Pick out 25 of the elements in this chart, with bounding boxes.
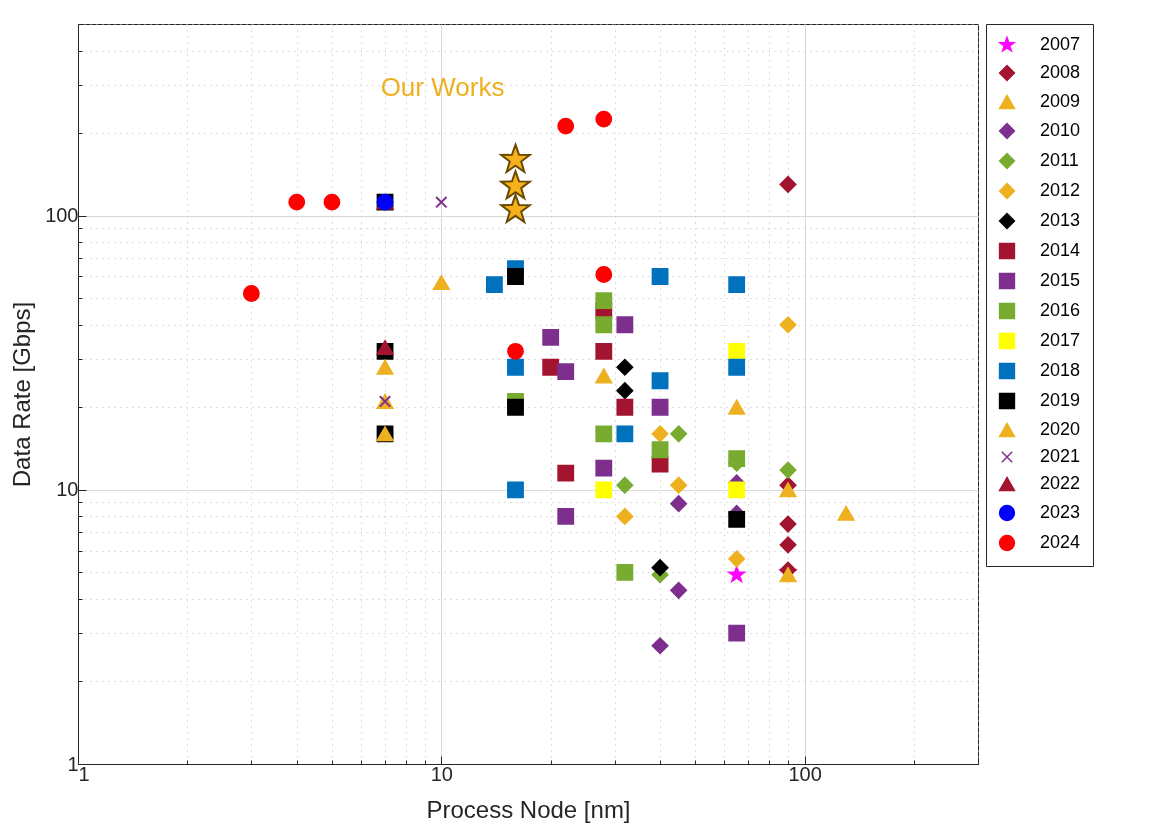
x-axis-title: Process Node [nm] [426,795,631,823]
legend-label: 2023 [1040,502,1081,522]
legend-label: 2016 [1040,300,1081,320]
legend-label: 2015 [1040,270,1081,290]
y-axis-title: Data Rate [Gbps] [8,301,36,488]
legend-label: 2013 [1040,210,1081,230]
legend-label: 2010 [1040,120,1081,140]
legend-label: 2008 [1040,62,1081,82]
legend-label: 2024 [1040,532,1081,552]
legend-label: 2020 [1040,419,1081,439]
annotation: Our Works [380,72,505,102]
legend-label: 2018 [1040,360,1081,380]
legend-label: 2021 [1040,446,1081,466]
legend-label: 2019 [1040,390,1081,410]
x-tick-label: 100 [788,762,822,785]
legend-label: 2022 [1040,473,1081,493]
y-tick-label: 100 [45,204,79,227]
legend-label: 2011 [1040,150,1079,170]
legend-label: 2014 [1040,240,1081,260]
legend-label: 2009 [1040,91,1081,111]
y-tick-label: 10 [56,478,79,501]
legend-label: 2017 [1040,330,1081,350]
legend-label: 2012 [1040,180,1081,200]
x-tick-label: 10 [430,762,453,785]
legend-label: 2007 [1040,34,1081,54]
